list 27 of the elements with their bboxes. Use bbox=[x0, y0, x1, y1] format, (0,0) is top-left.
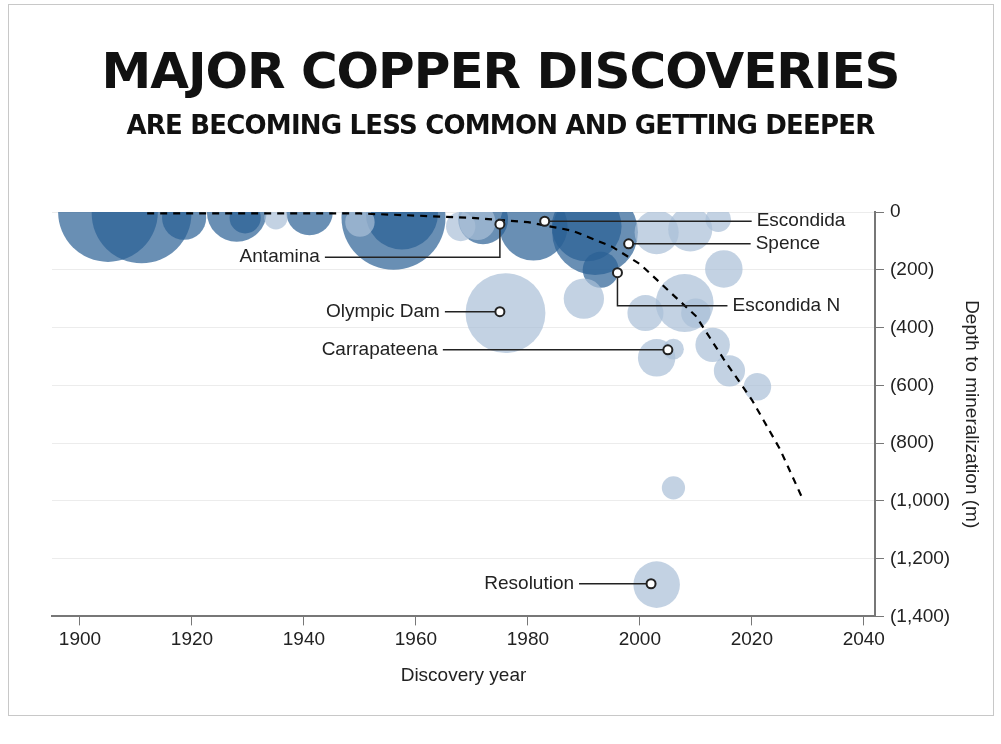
annotation: Spence bbox=[755, 232, 821, 254]
annotation: Escondida N bbox=[732, 293, 841, 315]
annotation: Carrapateena bbox=[321, 338, 439, 360]
y-tick-label: 0 bbox=[890, 200, 901, 222]
y-tick-label: (1,200) bbox=[890, 546, 951, 568]
y-tick-label: (600) bbox=[890, 373, 935, 395]
chart-title: MAJOR COPPER DISCOVERIES bbox=[100, 42, 901, 100]
x-tick-label: 1900 bbox=[58, 628, 102, 650]
annotation: Escondida bbox=[756, 209, 846, 231]
x-tick-label: 1940 bbox=[282, 628, 326, 650]
chart-subtitle: ARE BECOMING LESS COMMON AND GETTING DEEPER bbox=[125, 110, 876, 140]
x-tick-label: 2040 bbox=[842, 628, 885, 650]
x-tick-label: 1960 bbox=[394, 628, 438, 650]
x-tick-label: 2000 bbox=[618, 628, 661, 650]
y-axis-title: Depth to mineralization (m) bbox=[962, 300, 984, 529]
annotation: Olympic Dam bbox=[325, 299, 440, 321]
y-tick-label: (1,400) bbox=[890, 604, 951, 626]
x-tick-label: 1980 bbox=[506, 628, 550, 650]
y-tick-label: (400) bbox=[890, 315, 935, 337]
annotation: Resolution bbox=[484, 571, 575, 593]
y-tick-label: (200) bbox=[890, 258, 935, 280]
annotation: Antamina bbox=[239, 245, 321, 267]
y-tick-label: (1,000) bbox=[890, 489, 951, 511]
y-tick-label: (800) bbox=[890, 431, 935, 453]
x-tick-label: 2020 bbox=[730, 628, 773, 650]
x-tick-label: 1920 bbox=[170, 628, 214, 650]
x-axis-title: Discovery year bbox=[400, 663, 527, 685]
